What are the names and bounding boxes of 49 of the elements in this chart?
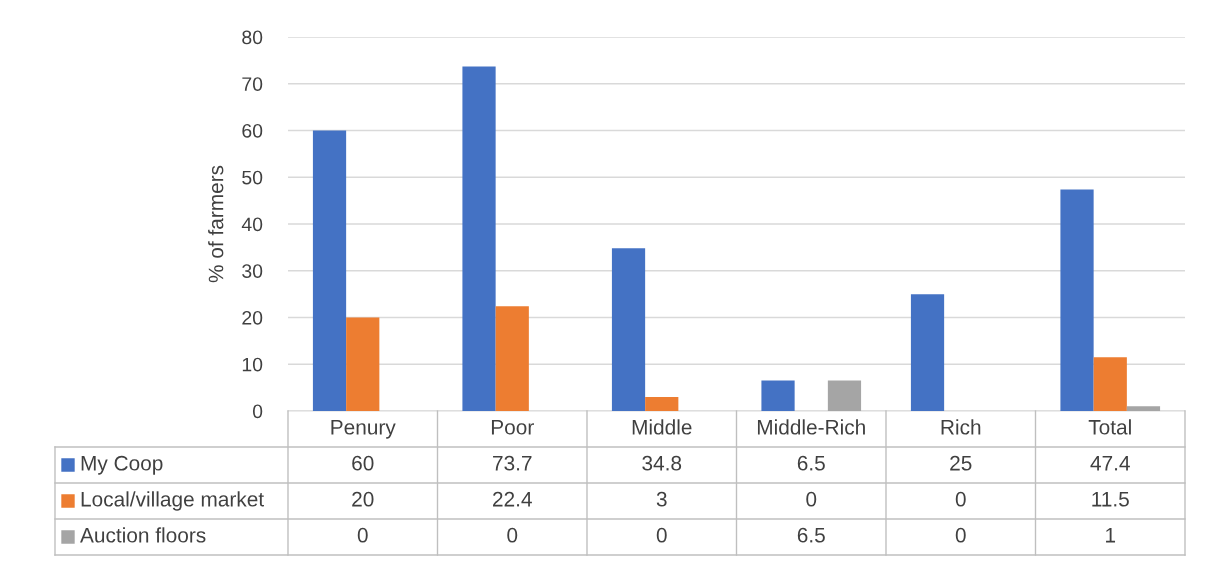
legend-label: Auction floors	[80, 527, 206, 543]
bar	[462, 66, 496, 411]
data-label: 0	[955, 491, 966, 507]
data-label: 20	[352, 491, 374, 507]
y-tick-label: 20	[242, 310, 263, 325]
y-tick-label: 50	[242, 170, 263, 185]
bar	[495, 306, 529, 411]
x-tick-label: Middle	[632, 419, 692, 435]
x-tick-label: Rich	[941, 419, 981, 435]
data-label: 22.4	[493, 491, 532, 507]
data-label: 0	[656, 527, 667, 543]
legend-label: Local/village market	[81, 491, 264, 511]
y-tick-label: 80	[242, 30, 263, 45]
y-axis-title: % of farmers	[208, 165, 224, 283]
data-label: 34.8	[642, 455, 682, 471]
x-tick-label: Total	[1088, 419, 1131, 435]
data-label: 25	[950, 455, 972, 471]
y-tick-label: 30	[242, 264, 263, 278]
y-tick-label: 0	[252, 404, 263, 419]
data-label: 60	[352, 455, 374, 471]
y-tick-label: 10	[242, 357, 263, 372]
data-label: 1	[1106, 528, 1116, 543]
data-label: 3	[656, 491, 667, 507]
y-tick-label: 40	[241, 217, 263, 232]
data-label: 73.7	[493, 455, 532, 471]
bar	[1060, 189, 1094, 411]
y-tick-label: 60	[242, 123, 263, 138]
bar	[645, 396, 679, 411]
x-tick-label: Poor	[491, 420, 534, 435]
legend-label: My Coop	[81, 455, 163, 475]
bar	[1093, 357, 1127, 411]
x-tick-label: Penury	[331, 420, 396, 439]
bar	[312, 130, 347, 411]
data-label: 11.5	[1092, 492, 1129, 507]
bar	[611, 248, 646, 411]
bar	[761, 380, 795, 411]
data-label: 0	[357, 527, 368, 543]
x-tick-label: Middle-Rich	[757, 419, 865, 435]
data-label: 0	[806, 491, 817, 507]
data-label: 6.5	[797, 455, 825, 471]
data-label: 0	[507, 527, 518, 543]
data-label: 0	[955, 527, 966, 543]
y-tick-label: 70	[242, 77, 263, 91]
bar	[910, 294, 945, 411]
bar	[346, 317, 380, 411]
data-label: 47.4	[1090, 456, 1130, 471]
data-label: 6.5	[797, 527, 825, 543]
bar	[827, 380, 862, 411]
bar	[1126, 406, 1161, 411]
